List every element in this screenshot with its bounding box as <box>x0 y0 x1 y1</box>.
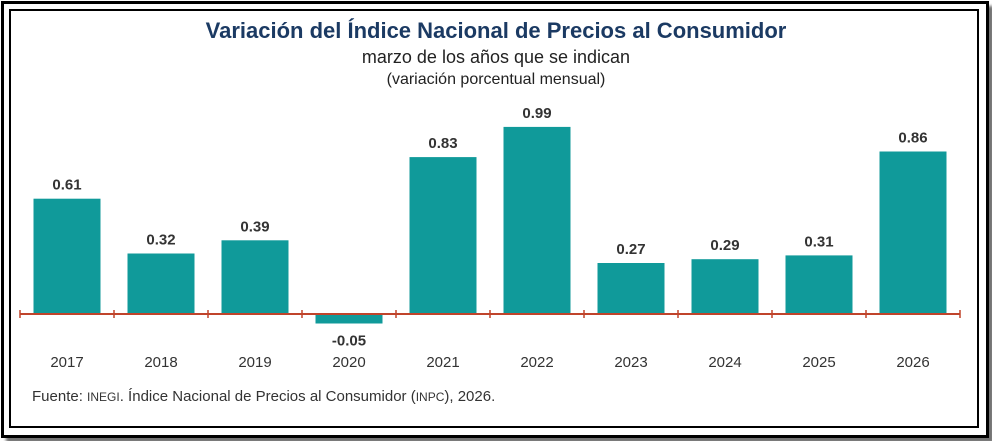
chart-inner-frame <box>9 9 979 428</box>
x-tick-label: 2021 <box>426 354 459 371</box>
bar-2020 <box>315 314 383 324</box>
bar-2024 <box>691 259 759 314</box>
bar-value-label: -0.05 <box>332 332 366 349</box>
x-tick-label: 2023 <box>614 354 647 371</box>
source-org: INEGI <box>87 390 120 404</box>
bar-value-label: 0.83 <box>428 135 457 152</box>
chart-unit-label: (variación porcentual mensual) <box>386 71 606 88</box>
bar-2017 <box>33 198 101 314</box>
bar-2023 <box>597 263 665 314</box>
source-middle: . Índice Nacional de Precios al Consumid… <box>119 388 416 405</box>
bar-value-label: 0.27 <box>616 241 645 258</box>
x-tick-label: 2019 <box>238 354 271 371</box>
x-tick-label: 2020 <box>332 354 365 371</box>
source-note: Fuente: INEGI. Índice Nacional de Precio… <box>32 388 495 405</box>
source-suffix: ), 2026. <box>444 388 496 405</box>
bar-2022 <box>503 126 571 315</box>
bar-value-label: 0.61 <box>52 177 81 194</box>
x-tick-label: 2024 <box>708 354 741 371</box>
bar-value-label: 0.99 <box>522 105 551 122</box>
bar-value-label: 0.32 <box>146 232 175 249</box>
source-abbr: INPC <box>415 390 445 404</box>
chart-title: Variación del Índice Nacional de Precios… <box>205 18 787 43</box>
x-tick-label: 2022 <box>520 354 553 371</box>
x-tick-label: 2018 <box>144 354 177 371</box>
x-tick-label: 2025 <box>802 354 835 371</box>
bar-2025 <box>785 255 853 314</box>
source-prefix: Fuente: <box>32 388 88 405</box>
x-tick-label: 2017 <box>50 354 83 371</box>
bar-2021 <box>409 157 477 314</box>
bar-2026 <box>879 151 947 314</box>
bar-2018 <box>127 253 195 314</box>
bar-2019 <box>221 240 289 314</box>
bar-value-label: 0.29 <box>710 237 739 254</box>
bar-value-label: 0.39 <box>240 218 269 235</box>
x-tick-label: 2026 <box>896 354 929 371</box>
bar-value-label: 0.86 <box>898 130 927 147</box>
bar-value-label: 0.31 <box>804 233 833 250</box>
chart-subtitle: marzo de los años que se indican <box>361 47 631 67</box>
